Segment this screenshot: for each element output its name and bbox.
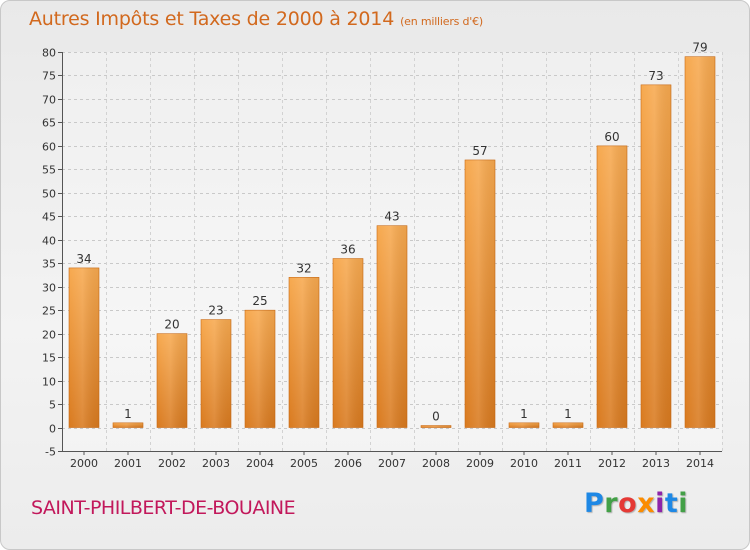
data-label-2000: 34 [76,252,91,266]
y-tick-label: 20 [42,329,56,342]
x-tick-label: 2006 [334,457,362,470]
x-tick-label: 2013 [642,457,670,470]
data-label-2002: 20 [164,318,179,332]
y-tick-label: 55 [42,164,56,177]
bar-shine-2001 [113,422,143,428]
y-tick-labels: -5 0 5 10 15 20 25 30 35 40 45 50 55 60 65 70 75 80 [42,47,56,459]
chart-subtitle: (en milliers d'€) [400,15,483,28]
y-tick-label: 30 [42,282,56,295]
bar-shine-2003 [201,319,231,428]
x-tick-label: 2002 [158,457,186,470]
y-tick-label: 80 [42,47,56,60]
data-label-2014: 79 [692,41,707,55]
bar-shine-2007 [377,225,407,428]
data-label-2001: 1 [124,407,132,421]
y-tick-label: 35 [42,258,56,271]
y-tick-label: -5 [45,446,56,459]
bar-shine-2006 [333,258,363,428]
x-tick-label: 2003 [202,457,230,470]
y-tick-label: 5 [49,399,56,412]
bars [68,56,716,428]
x-tick-label: 2011 [554,457,582,470]
bar-shine-2013 [641,84,671,428]
y-tick-label: 40 [42,235,56,248]
y-tick-label: 15 [42,352,56,365]
x-tick-label: 2010 [510,457,538,470]
data-label-2010: 1 [520,407,528,421]
y-tick-label: 65 [42,117,56,130]
x-tick-label: 2007 [378,457,406,470]
data-labels: 34 1 20 23 25 32 36 43 0 57 1 1 60 73 79 [76,41,707,424]
x-tick-labels: 2000 2001 2002 2003 2004 2005 2006 2007 2008 2009… [70,457,714,470]
y-tick-label: 45 [42,211,56,224]
y-tick-label: 60 [42,141,56,154]
bar-shine-2000 [69,267,99,428]
x-tick-label: 2014 [686,457,714,470]
data-label-2007: 43 [384,210,399,224]
bar-shine-2004 [245,310,275,428]
y-tick-label: 25 [42,305,56,318]
chart-title: Autres Impôts et Taxes de 2000 à 2014 (en… [29,8,483,30]
bar-shine-2005 [289,277,319,428]
x-tick-label: 2012 [598,457,626,470]
bar-shine-2012 [597,145,627,428]
data-label-2012: 60 [604,130,619,144]
x-tick-label: 2004 [246,457,274,470]
y-tick-label: 0 [49,423,56,436]
bar-shine-2010 [509,422,539,428]
y-tick-label: 10 [42,376,56,389]
data-label-2013: 73 [648,69,663,83]
x-tick-label: 2001 [114,457,142,470]
data-label-2006: 36 [340,243,355,257]
data-label-2008: 0 [432,410,440,424]
x-tick-label: 2009 [466,457,494,470]
bar-shine-2002 [157,333,187,428]
data-label-2011: 1 [564,407,572,421]
x-tick-label: 2000 [70,457,98,470]
bar-shine-2009 [465,159,495,428]
proxiti-logo: Proxiti [584,488,689,519]
bar-shine-2011 [553,422,583,428]
commune-name: SAINT-PHILBERT-DE-BOUAINE [31,497,296,519]
x-tick-label: 2005 [290,457,318,470]
data-label-2003: 23 [208,304,223,318]
data-label-2005: 32 [296,261,311,275]
y-tick-label: 75 [42,70,56,83]
axes [58,52,722,455]
chart-title-text: Autres Impôts et Taxes de 2000 à 2014 [29,8,395,30]
data-label-2009: 57 [472,144,487,158]
bar-shine-2014 [685,56,715,428]
x-tick-label: 2008 [422,457,450,470]
y-tick-label: 70 [42,94,56,107]
y-tick-label: 50 [42,188,56,201]
data-label-2004: 25 [252,294,267,308]
bar-shine-2008 [421,425,451,428]
